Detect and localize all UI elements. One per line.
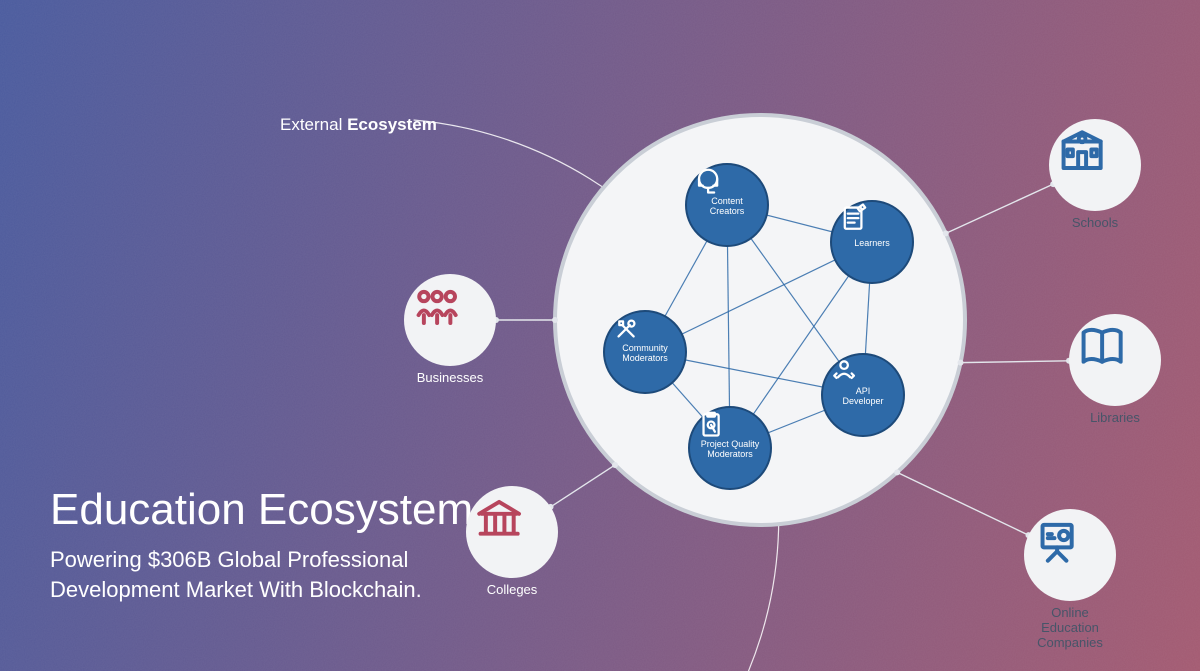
book-icon — [1069, 314, 1135, 380]
dev-icon — [821, 353, 867, 391]
easel-icon — [1024, 509, 1090, 575]
external-node-online-edu: Online EducationCompanies — [1024, 509, 1116, 650]
building-icon — [466, 486, 532, 552]
tools-icon — [603, 310, 649, 348]
diagram-stage: Education Ecosystem Powering $306B Globa… — [0, 0, 1200, 671]
internal-node-api-developer: APIDeveloper — [821, 353, 905, 437]
internal-node-project-quality: Project QualityModerators — [688, 406, 772, 490]
external-node-colleges: Colleges — [466, 486, 558, 597]
school-icon — [1049, 119, 1115, 185]
internal-node-content-creators: ContentCreators — [685, 163, 769, 247]
external-node-label: Businesses — [404, 370, 496, 385]
internal-node-label: Learners — [850, 239, 894, 249]
notes-icon — [830, 200, 876, 238]
people-icon — [404, 274, 470, 340]
external-node-label: Online EducationCompanies — [1024, 605, 1116, 650]
internal-node-learners: Learners — [830, 200, 914, 284]
headset-icon — [685, 163, 731, 201]
external-node-libraries: Libraries — [1069, 314, 1161, 425]
external-node-label: Schools — [1049, 215, 1141, 230]
internal-node-community-mods: CommunityModerators — [603, 310, 687, 394]
external-node-label: Colleges — [466, 582, 558, 597]
external-node-schools: Schools — [1049, 119, 1141, 230]
external-node-label: Libraries — [1069, 410, 1161, 425]
external-node-businesses: Businesses — [404, 274, 496, 385]
clipboard-icon — [688, 406, 734, 444]
diagram-svg — [0, 0, 1200, 671]
